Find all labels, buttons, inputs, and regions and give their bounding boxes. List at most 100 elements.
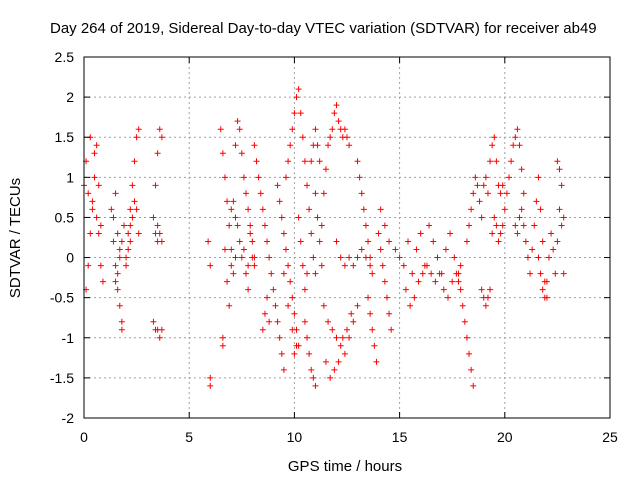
data-point	[337, 342, 344, 349]
data-point	[529, 246, 536, 253]
x-tick-label: 0	[80, 429, 88, 445]
data-point	[360, 206, 367, 213]
data-point	[116, 302, 123, 309]
y-tick-label: 1.5	[55, 129, 75, 145]
data-point	[383, 294, 390, 301]
data-point	[95, 230, 102, 237]
data-point	[537, 270, 544, 277]
data-point	[217, 126, 224, 133]
data-point	[228, 246, 235, 253]
data-point	[434, 254, 441, 261]
data-point	[369, 326, 376, 333]
data-point	[112, 262, 119, 269]
data-point	[430, 238, 437, 245]
data-point	[251, 254, 258, 261]
y-tick-label: 2	[66, 89, 74, 105]
data-point	[110, 238, 117, 245]
data-point	[333, 238, 340, 245]
data-point	[158, 326, 165, 333]
data-point	[97, 262, 104, 269]
data-point	[245, 262, 252, 269]
data-point	[510, 142, 517, 149]
data-point	[158, 238, 165, 245]
data-point	[291, 310, 298, 317]
data-point	[415, 278, 422, 285]
data-point	[207, 382, 214, 389]
data-point	[497, 230, 504, 237]
data-point	[344, 326, 350, 333]
data-point	[463, 334, 470, 341]
data-point	[527, 270, 534, 277]
data-point	[381, 278, 388, 285]
data-point	[243, 270, 250, 277]
data-point	[308, 158, 315, 165]
data-point	[354, 302, 361, 309]
data-point	[493, 222, 500, 229]
data-point	[327, 374, 334, 381]
data-point	[97, 222, 104, 229]
data-point	[365, 294, 372, 301]
data-point	[297, 238, 304, 245]
data-point	[301, 286, 308, 293]
data-point	[135, 230, 142, 237]
data-point	[491, 214, 498, 221]
data-point	[154, 222, 161, 229]
data-point	[369, 270, 376, 277]
data-point	[463, 238, 470, 245]
data-point	[548, 230, 555, 237]
y-tick-label: 1	[66, 169, 74, 185]
data-point	[476, 198, 483, 205]
data-point	[516, 142, 523, 149]
y-tick-label: -1.5	[50, 370, 74, 386]
data-point	[270, 286, 277, 293]
data-point	[112, 278, 119, 285]
data-point	[293, 342, 300, 349]
data-point	[240, 246, 247, 253]
data-point	[484, 190, 491, 197]
data-point	[314, 142, 321, 149]
data-point	[388, 326, 395, 333]
data-point	[413, 246, 420, 253]
data-point	[377, 206, 384, 213]
data-point	[373, 358, 380, 365]
data-point	[93, 214, 100, 221]
data-point	[327, 134, 334, 141]
data-point	[280, 270, 287, 277]
data-point	[221, 174, 228, 181]
data-point	[470, 190, 477, 197]
data-point	[558, 182, 565, 189]
data-point	[285, 262, 292, 269]
data-point	[228, 262, 235, 269]
data-point	[442, 246, 449, 253]
axis-ticks: 0 5 10 15 20 25 -2 -1.5 -1 -0.5 0 0.5 1 1.5 2 2.5	[50, 49, 618, 445]
x-tick-label: 20	[497, 429, 513, 445]
data-point	[535, 174, 542, 181]
data-point	[291, 350, 298, 357]
data-point	[133, 206, 140, 213]
data-point	[226, 302, 233, 309]
data-point	[348, 310, 355, 317]
data-point	[367, 254, 374, 261]
data-point	[228, 206, 235, 213]
data-point	[127, 238, 134, 245]
data-point	[489, 230, 496, 237]
data-point	[306, 350, 313, 357]
data-point	[291, 110, 298, 117]
data-point	[282, 174, 289, 181]
data-point	[354, 158, 361, 165]
data-point	[118, 318, 125, 325]
data-point	[333, 334, 340, 341]
data-point	[543, 278, 550, 285]
data-point	[224, 198, 231, 205]
data-point	[118, 326, 125, 333]
plot-frame	[83, 56, 611, 419]
data-point	[346, 334, 353, 341]
data-point	[322, 358, 329, 365]
data-point	[112, 190, 119, 197]
data-point	[264, 294, 271, 301]
data-point	[322, 166, 329, 173]
data-point	[207, 374, 214, 381]
data-point	[367, 262, 374, 269]
data-point	[480, 182, 487, 189]
data-point	[285, 158, 292, 165]
